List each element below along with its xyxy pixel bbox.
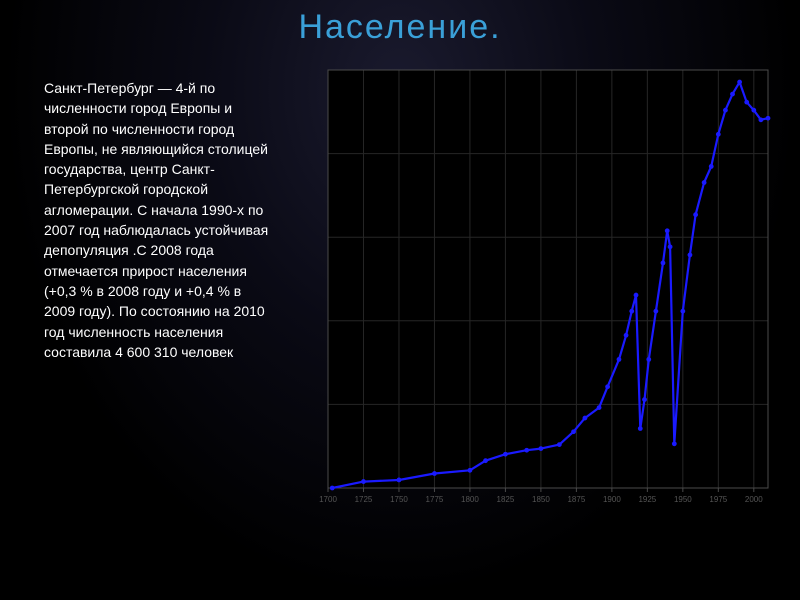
- slide-title: Население.: [0, 8, 800, 47]
- svg-text:1725: 1725: [355, 495, 373, 504]
- svg-text:1850: 1850: [532, 495, 550, 504]
- svg-text:2000: 2000: [745, 495, 763, 504]
- slide: Население. Санкт-Петербург — 4-й по числ…: [0, 0, 800, 600]
- svg-text:1975: 1975: [709, 495, 727, 504]
- svg-text:1750: 1750: [390, 495, 408, 504]
- population-chart: 1700 1725 1750 1775 1800 1825 1850 1875 1900 1925…: [300, 62, 780, 512]
- chart-svg: 1700 1725 1750 1775 1800 1825 1850 1875 1900 1925…: [300, 62, 780, 512]
- svg-text:1775: 1775: [426, 495, 444, 504]
- svg-text:1900: 1900: [603, 495, 621, 504]
- svg-text:1925: 1925: [638, 495, 656, 504]
- svg-text:1700: 1700: [319, 495, 337, 504]
- svg-text:1875: 1875: [567, 495, 585, 504]
- svg-text:1825: 1825: [497, 495, 515, 504]
- svg-text:1950: 1950: [674, 495, 692, 504]
- body-text: Санкт-Петербург — 4-й по численности гор…: [44, 78, 274, 362]
- svg-text:1800: 1800: [461, 495, 479, 504]
